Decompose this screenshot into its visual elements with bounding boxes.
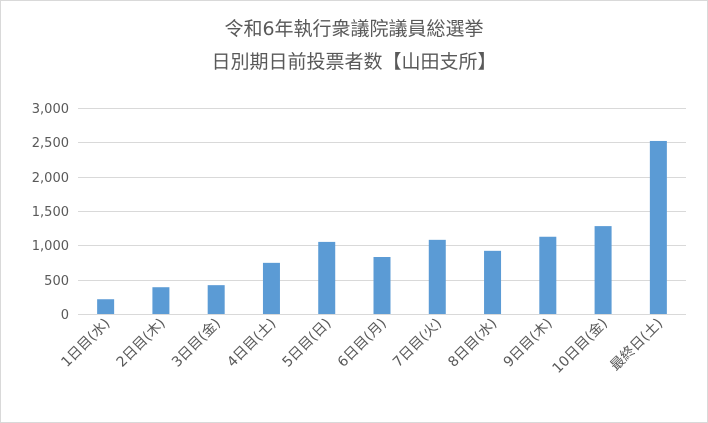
x-category-label: 2日目(木): [114, 316, 169, 371]
y-tick-label: 2,000: [32, 171, 69, 186]
bar: [484, 250, 502, 314]
bars: [97, 140, 667, 314]
chart-title: 令和6年執行衆議院議員総選挙 日別期日前投票者数【山田支所】: [1, 13, 707, 79]
chart-title-line-1: 令和6年執行衆議院議員総選挙: [224, 18, 484, 40]
x-category-label: 6日目(月): [335, 316, 390, 371]
y-tick-label: 3,000: [32, 102, 69, 117]
y-tick-label: 1,500: [32, 205, 69, 220]
x-category-label: 8日目(水): [445, 316, 500, 371]
y-tick-label: 1,000: [32, 239, 69, 254]
x-category-label: 9日目(木): [501, 316, 556, 371]
bar: [539, 236, 557, 314]
bar: [594, 226, 612, 314]
y-tick-label: 2,500: [32, 136, 69, 151]
x-category-label: 5日目(日): [280, 316, 335, 371]
x-category-label: 1日目(水): [58, 316, 113, 371]
x-category-label: 最終日(土): [608, 316, 667, 375]
bar: [262, 262, 280, 314]
chart-title-line-2: 日別期日前投票者数【山田支所】: [211, 51, 497, 73]
y-tick-label: 0: [61, 308, 69, 323]
x-category-label: 4日目(土): [224, 316, 279, 371]
y-axis-tick-labels: 0 500 1,000 1,500 2,000 2,500 3,000: [32, 102, 69, 323]
x-category-label: 3日目(金): [169, 316, 224, 371]
bar: [207, 285, 225, 314]
bar: [649, 140, 667, 314]
x-category-label: 7日目(火): [390, 316, 445, 371]
y-tick-label: 500: [44, 274, 69, 289]
gridlines: [78, 108, 686, 315]
bar: [152, 287, 170, 314]
bar: [428, 239, 446, 314]
bar: [318, 241, 336, 314]
x-axis-category-labels: 1日目(水) 2日目(木) 3日目(金) 4日目(土) 5日目(日) 6日目(月) 7日目(…: [58, 316, 666, 377]
x-category-label: 10日目(金): [550, 316, 611, 377]
bar: [97, 299, 115, 314]
bar: [373, 257, 391, 314]
